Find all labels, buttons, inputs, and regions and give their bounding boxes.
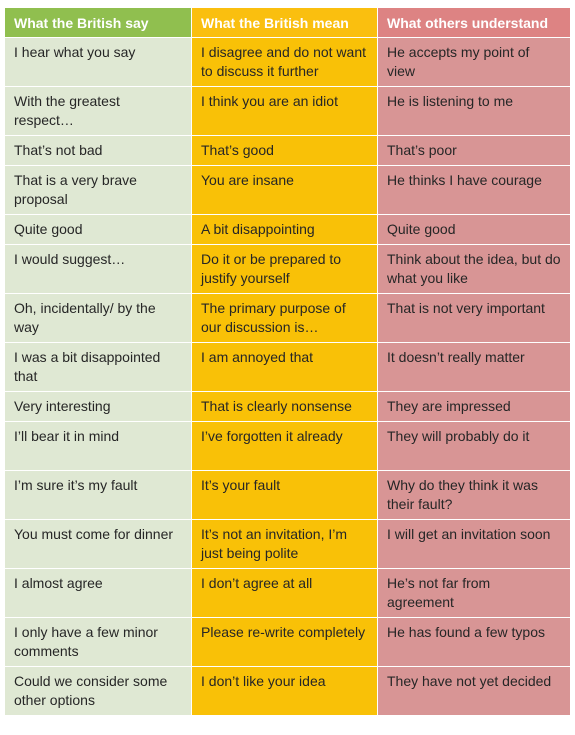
table-row: That’s not bad That’s good That’s poor [4,135,571,166]
cell-say: Oh, incidentally/ by the way [4,293,192,343]
table-row: I was a bit disappointed that I am annoy… [4,342,571,392]
table-row: Very interesting That is clearly nonsens… [4,391,571,422]
cell-mean: I disagree and do not want to discuss it… [191,37,378,87]
cell-understand: He is listening to me [377,86,571,136]
cell-mean: A bit disappointing [191,214,378,245]
cell-mean: I think you are an idiot [191,86,378,136]
cell-mean: Please re-write completely [191,617,378,667]
cell-say: I almost agree [4,568,192,618]
cell-understand: That’s poor [377,135,571,166]
cell-understand: They will probably do it [377,421,571,471]
cell-say: I’m sure it’s my fault [4,470,192,520]
cell-understand: They have not yet decided [377,666,571,716]
cell-understand: He thinks I have courage [377,165,571,215]
table-row: Oh, incidentally/ by the way The primary… [4,293,571,343]
header-understand: What others understand [377,7,571,38]
cell-understand: Why do they think it was their fault? [377,470,571,520]
table-row: I hear what you say I disagree and do no… [4,37,571,87]
cell-say: You must come for dinner [4,519,192,569]
header-row: What the British say What the British me… [4,7,571,38]
translation-table: What the British say What the British me… [4,7,571,716]
table-row: I only have a few minor comments Please … [4,617,571,667]
table-row: I would suggest… Do it or be prepared to… [4,244,571,294]
cell-say: Quite good [4,214,192,245]
table-row: I almost agree I don’t agree at all He’s… [4,568,571,618]
cell-understand: He accepts my point of view [377,37,571,87]
table-row: Quite good A bit disappointing Quite goo… [4,214,571,245]
cell-say: I only have a few minor comments [4,617,192,667]
cell-mean: I am annoyed that [191,342,378,392]
cell-say: Could we consider some other options [4,666,192,716]
cell-understand: Quite good [377,214,571,245]
cell-mean: I don’t like your idea [191,666,378,716]
cell-understand: That is not very important [377,293,571,343]
cell-mean: It’s not an invitation, I’m just being p… [191,519,378,569]
table-row: Could we consider some other options I d… [4,666,571,716]
cell-mean: That is clearly nonsense [191,391,378,422]
cell-say: I hear what you say [4,37,192,87]
cell-say: With the greatest respect… [4,86,192,136]
cell-say: Very interesting [4,391,192,422]
table-row: With the greatest respect… I think you a… [4,86,571,136]
table-row: I’ll bear it in mind I’ve forgotten it a… [4,421,571,471]
cell-mean: I don’t agree at all [191,568,378,618]
cell-mean: The primary purpose of our discussion is… [191,293,378,343]
cell-say: That’s not bad [4,135,192,166]
cell-mean: It’s your fault [191,470,378,520]
table-row: I’m sure it’s my fault It’s your fault W… [4,470,571,520]
cell-say: I was a bit disappointed that [4,342,192,392]
cell-understand: He’s not far from agreement [377,568,571,618]
cell-understand: I will get an invitation soon [377,519,571,569]
cell-understand: It doesn’t really matter [377,342,571,392]
header-say: What the British say [4,7,192,38]
cell-say: That is a very brave proposal [4,165,192,215]
cell-mean: You are insane [191,165,378,215]
cell-understand: He has found a few typos [377,617,571,667]
table-row: You must come for dinner It’s not an inv… [4,519,571,569]
header-mean: What the British mean [191,7,378,38]
cell-mean: I’ve forgotten it already [191,421,378,471]
cell-say: I would suggest… [4,244,192,294]
cell-mean: That’s good [191,135,378,166]
cell-understand: They are impressed [377,391,571,422]
cell-mean: Do it or be prepared to justify yourself [191,244,378,294]
cell-understand: Think about the idea, but do what you li… [377,244,571,294]
table-row: That is a very brave proposal You are in… [4,165,571,215]
cell-say: I’ll bear it in mind [4,421,192,471]
